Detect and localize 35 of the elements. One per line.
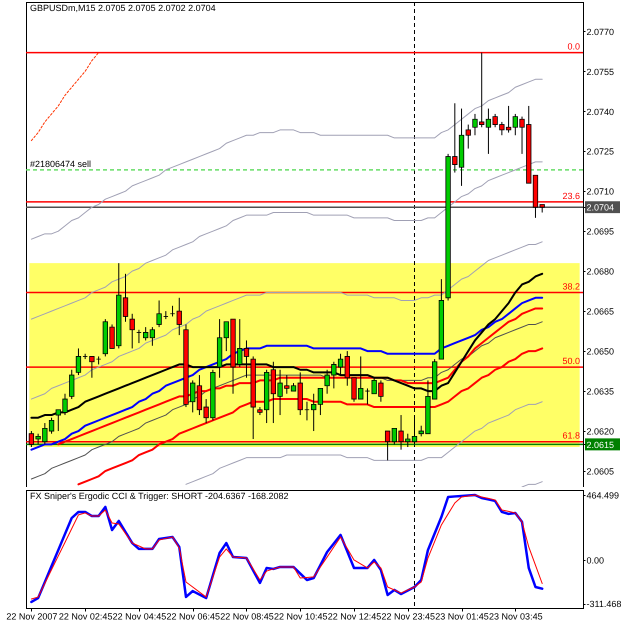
y-tick-label: 2.0680 [586,266,614,277]
y-tick-label: 2.0740 [586,106,614,117]
y-tick-label: 2.0710 [586,186,614,197]
x-tick-label: 22 Nov 23:45 [382,612,436,622]
y-tick-label: 464.499 [586,490,620,500]
x-tick-label: 22 Nov 2007 [6,612,58,622]
y-tick-label: 2.0695 [586,226,614,237]
x-tick-label: 22 Nov 12:45 [328,612,382,622]
y-tick-label: 2.0615 [586,440,614,450]
y-tick-label: -311.468 [586,599,622,610]
annotation: 61.8 [562,430,580,441]
annotation: 50.0 [562,356,580,366]
x-tick-label: 23 Nov 01:45 [435,612,489,622]
chart-title: FX Sniper's Ergodic CCI & Trigger: SHORT -204.6367 -168.2082 [30,491,289,501]
y-tick-label: 2.0755 [586,66,614,77]
annotation: 38.2 [562,281,580,292]
y-tick-label: 2.0650 [586,346,614,357]
chart-title: GBPUSDm,M15 2.0705 2.0705 2.0702 2.0704 [30,3,216,13]
y-tick-label: 2.0770 [586,26,614,37]
y-tick-label: 2.0620 [586,426,614,437]
y-tick-label: 0.00 [586,555,604,566]
x-tick-label: 22 Nov 02:45 [58,612,112,622]
y-tick-label: 2.0704 [586,202,614,213]
y-tick-label: 2.0605 [586,466,614,477]
x-tick-label: 22 Nov 08:45 [220,612,274,622]
x-tick-label: 22 Nov 10:45 [274,612,328,622]
x-tick-label: 22 Nov 04:45 [112,612,166,622]
x-tick-label: 22 Nov 06:45 [166,612,220,622]
annotation: 23.6 [562,190,580,201]
annotation: 0.0 [567,42,580,52]
x-tick-label: 23 Nov 03:45 [489,612,543,622]
y-tick-label: 2.0665 [586,306,614,317]
y-tick-label: 2.0635 [586,386,614,397]
annotation: #21806474 sell [30,158,92,169]
y-tick-label: 2.0725 [586,146,614,157]
